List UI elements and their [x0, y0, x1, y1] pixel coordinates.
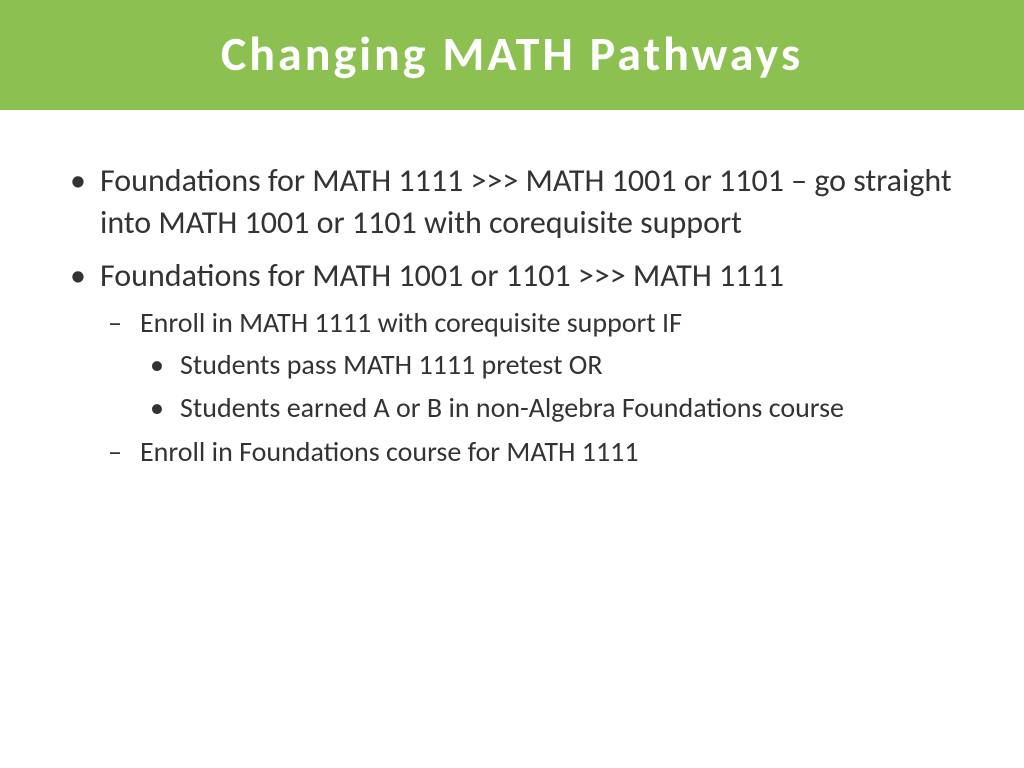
list-item: Students pass MATH 1111 pretest OR — [140, 347, 964, 383]
slide-body: Foundations for MATH 1111 >>> MATH 1001 … — [0, 110, 1024, 470]
bullet-list-lvl3: Students pass MATH 1111 pretest OR Stude… — [140, 347, 964, 426]
slide-title-bar: Changing MATH Pathways — [0, 0, 1024, 110]
list-item: Foundations for MATH 1001 or 1101 >>> MA… — [60, 255, 964, 470]
list-item: Students earned A or B in non-Algebra Fo… — [140, 390, 964, 426]
bullet-text: Enroll in MATH 1111 with corequisite sup… — [140, 305, 682, 340]
bullet-text: Foundations for MATH 1111 >>> MATH 1001 … — [100, 161, 952, 242]
bullet-text: Enroll in Foundations course for MATH 11… — [140, 434, 639, 469]
list-item: Enroll in MATH 1111 with corequisite sup… — [100, 305, 964, 426]
bullet-list-lvl1: Foundations for MATH 1111 >>> MATH 1001 … — [60, 160, 964, 470]
bullet-list-lvl2: Enroll in MATH 1111 with corequisite sup… — [100, 305, 964, 471]
list-item: Enroll in Foundations course for MATH 11… — [100, 434, 964, 470]
bullet-text: Foundations for MATH 1001 or 1101 >>> MA… — [100, 256, 784, 295]
list-item: Foundations for MATH 1111 >>> MATH 1001 … — [60, 160, 964, 243]
bullet-text: Students earned A or B in non-Algebra Fo… — [180, 390, 844, 425]
bullet-text: Students pass MATH 1111 pretest OR — [180, 347, 603, 382]
